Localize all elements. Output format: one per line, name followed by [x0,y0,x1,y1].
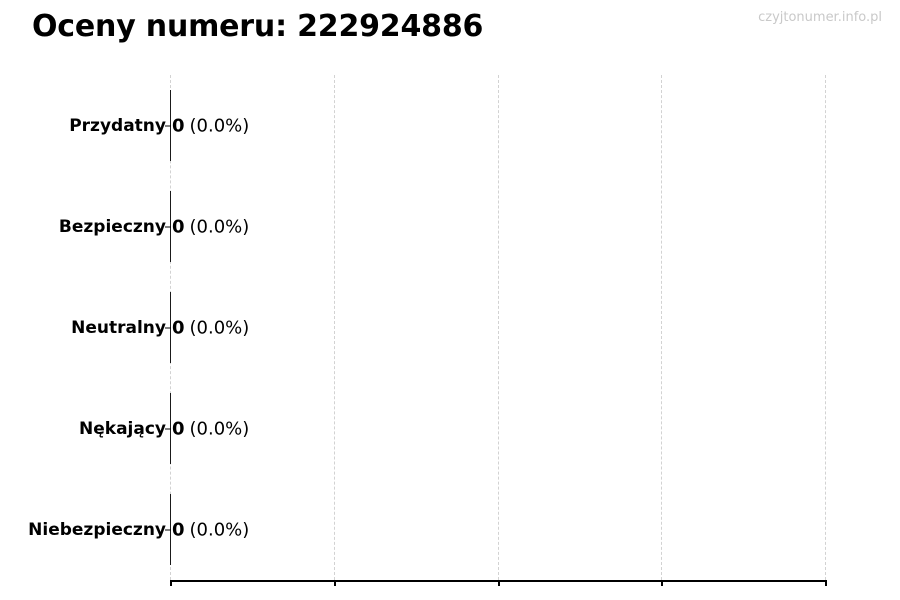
y-axis-tick-3 [165,428,171,429]
plot-area [170,75,826,580]
bar-value-neutralny: 0 (0.0%) [172,317,249,338]
site-watermark: czyjtonumer.info.pl [758,10,882,25]
bar-value-przydatny: 0 (0.0%) [172,115,249,136]
x-axis-tick-4 [825,580,827,586]
bar-percent: (0.0%) [189,317,250,338]
y-axis-tick-4 [165,529,171,530]
bar-value-bezpieczny: 0 (0.0%) [172,216,249,237]
x-axis-tick-3 [661,580,664,586]
gridline-x-1 [333,75,335,580]
category-label-neutralny: Neutralny [71,317,166,338]
x-axis-tick-0 [170,580,172,586]
bar-count: 0 [172,418,185,439]
page-title: Oceny numeru: 222924886 [32,9,484,44]
x-axis-tick-2 [497,580,500,586]
category-label-bezpieczny: Bezpieczny [58,216,166,237]
y-axis-tick-0 [165,125,171,126]
gridline-x-4 [825,75,826,580]
bar-percent: (0.0%) [189,418,250,439]
bar-count: 0 [172,216,185,237]
y-axis-tick-2 [165,327,171,328]
category-label-przydatny: Przydatny [69,115,166,136]
y-axis-tick-1 [165,226,171,227]
gridline-x-2 [497,75,499,580]
bar-count: 0 [172,519,185,540]
bar-count: 0 [172,317,185,338]
bar-count: 0 [172,115,185,136]
bar-percent: (0.0%) [189,115,250,136]
bar-percent: (0.0%) [189,519,250,540]
x-axis-tick-1 [333,580,336,586]
gridline-x-3 [661,75,663,580]
category-label-niebezpieczny: Niebezpieczny [28,519,166,540]
bar-percent: (0.0%) [189,216,250,237]
bar-value-niebezpieczny: 0 (0.0%) [172,519,249,540]
bar-value-nękający: 0 (0.0%) [172,418,249,439]
category-label-nękający: Nękający [79,418,166,439]
